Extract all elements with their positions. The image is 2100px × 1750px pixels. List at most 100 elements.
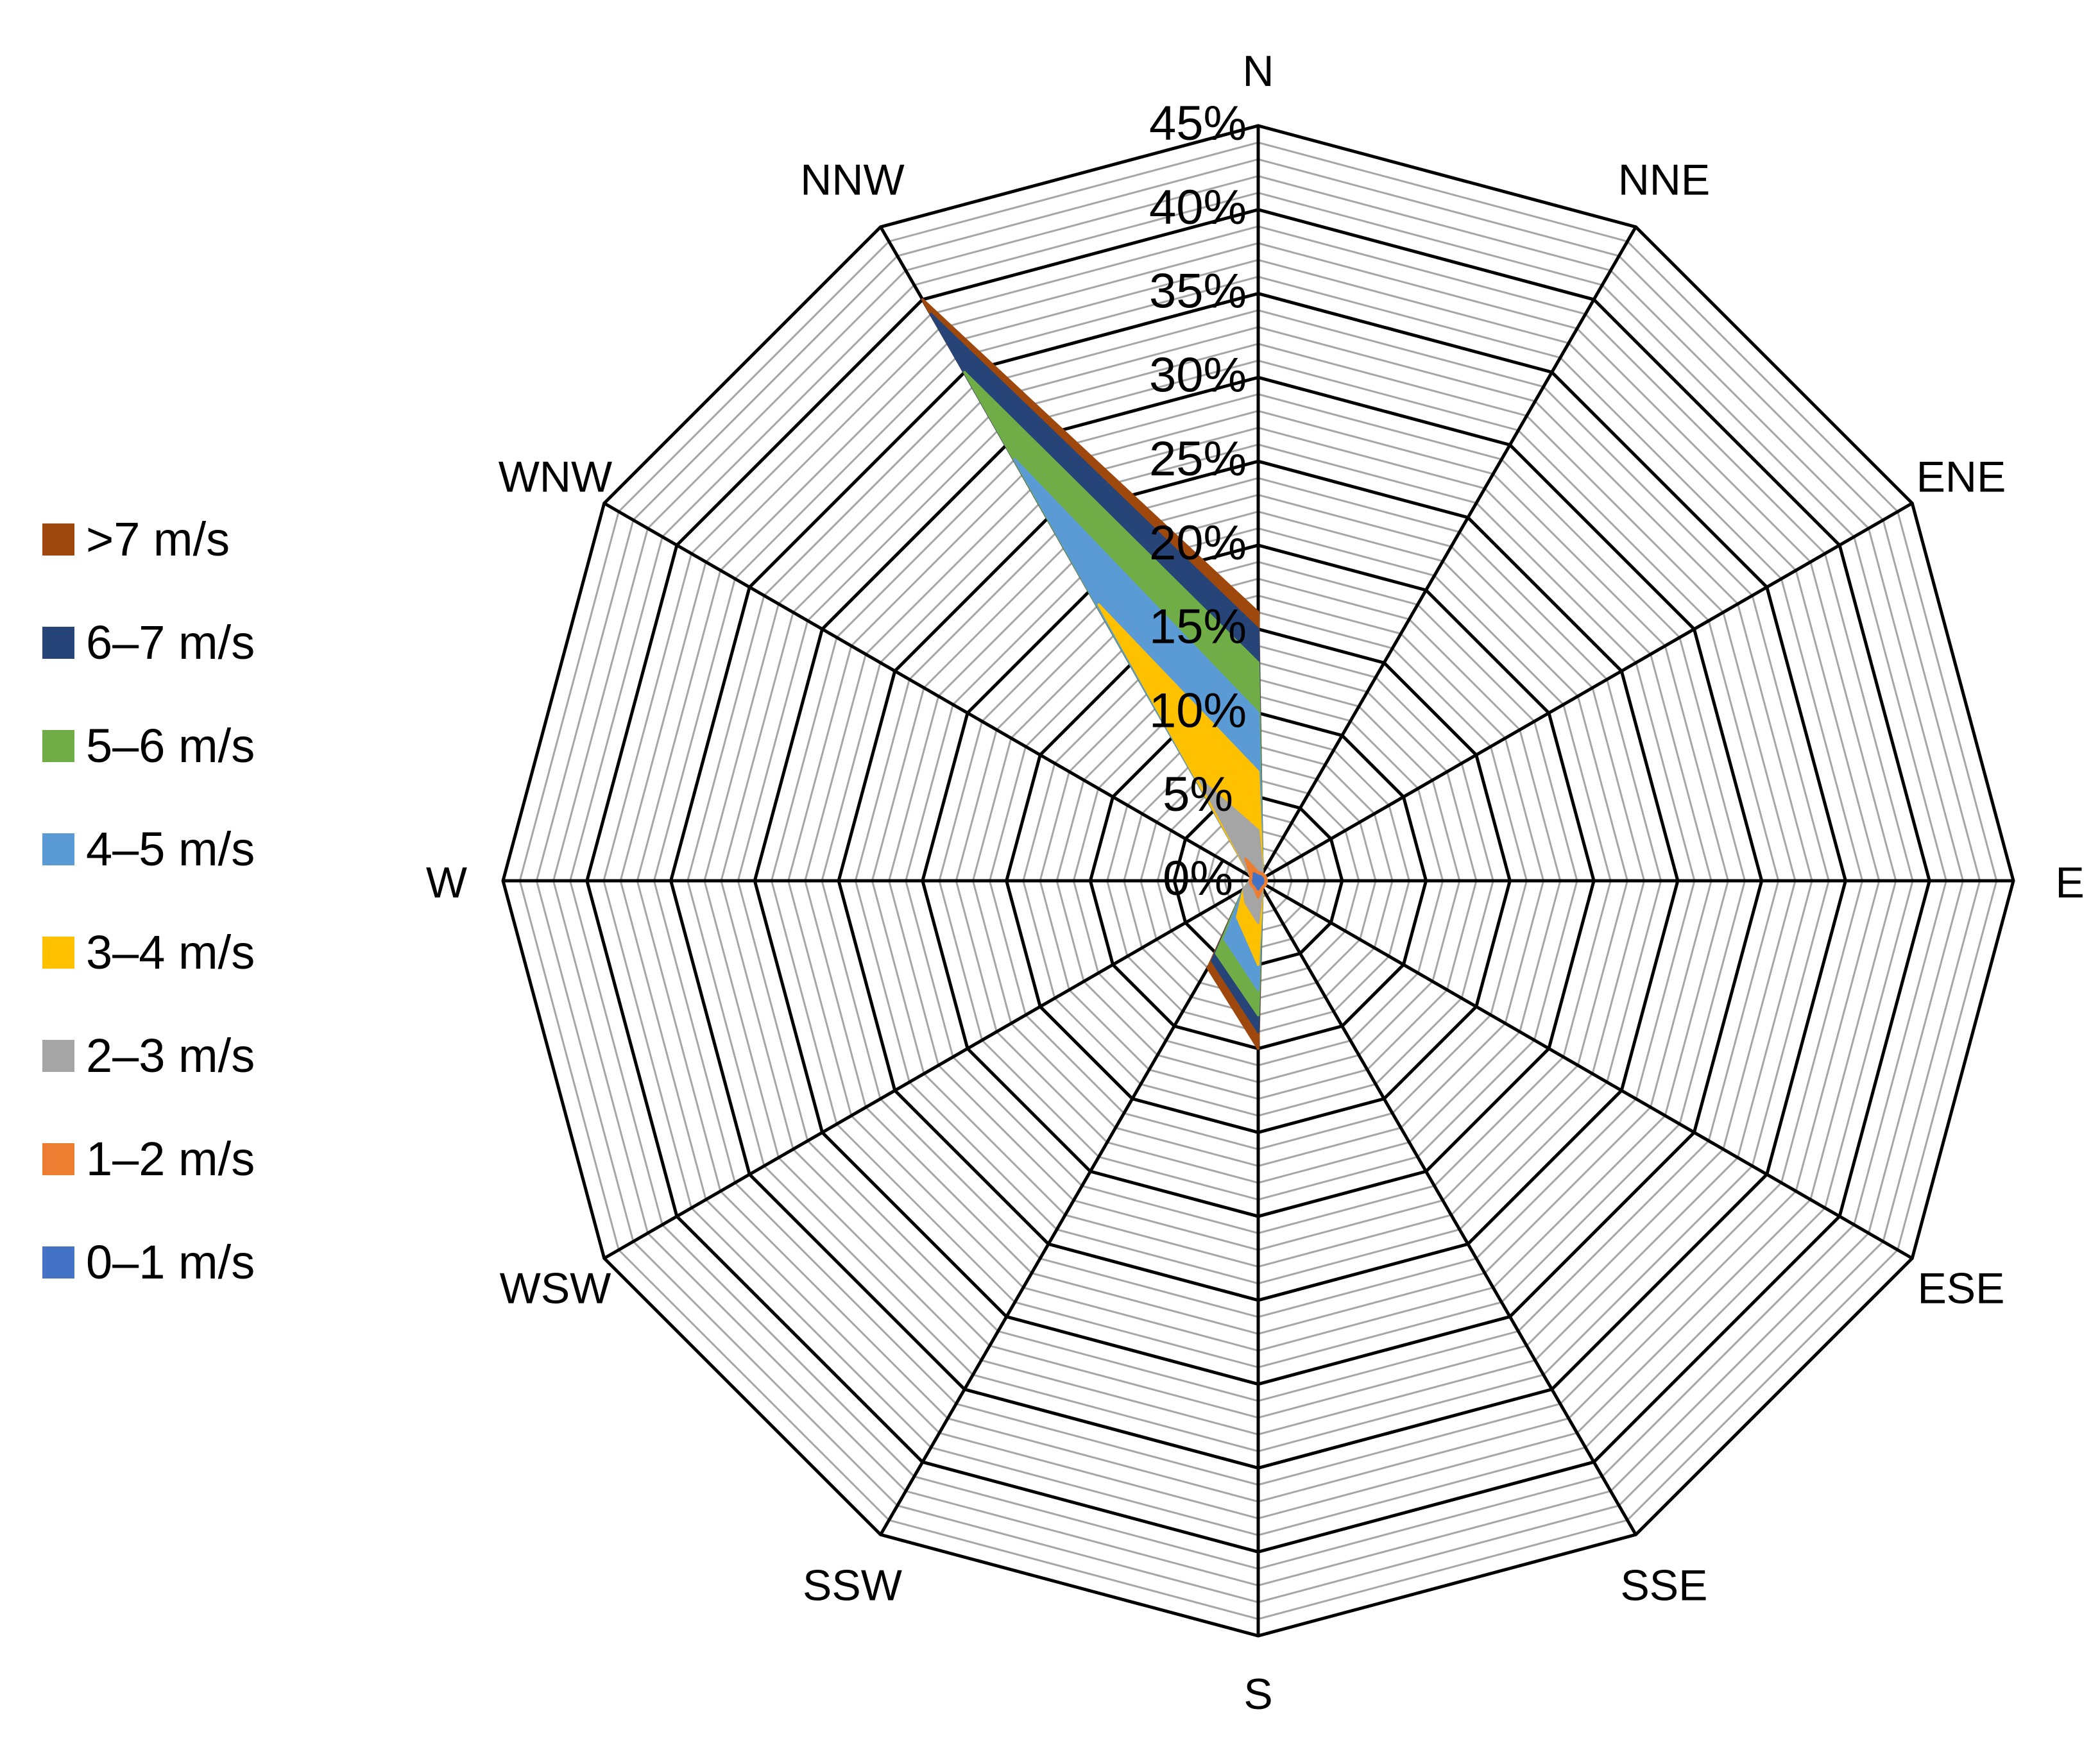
data-point [1249,883,1252,887]
data-point [1265,879,1268,882]
data-point [1257,874,1259,878]
spoke-ene [1257,502,1913,883]
spoke-ese [1257,879,1913,1260]
data-point [1252,872,1256,875]
tick-label: 35% [1149,264,1247,319]
data-point [1264,875,1267,878]
direction-label-n: N [1242,47,1274,96]
data-point [1252,881,1256,885]
series-7 [1252,872,1265,891]
data-point [1257,989,1259,991]
direction-label-wsw: WSW [500,1264,611,1313]
data-point [1215,952,1218,955]
direction-labels: N NNE ENE E ESE SSE S SSW WSW W WNW NNW [426,47,2085,1719]
data-point [1257,888,1259,891]
data-point [1206,966,1209,969]
legend-label: 2–3 m/s [86,1028,255,1082]
legend-item: 6–7 m/s [42,591,255,694]
legend-item: 3–4 m/s [42,901,255,1004]
direction-label-ssw: SSW [803,1561,902,1610]
data-point [1244,858,1247,860]
data-point [1198,777,1201,781]
data-point [1257,711,1259,715]
legend: >7 m/s 6–7 m/s 5–6 m/s 4–5 m/s 3–4 m/s 2–3 m/… [42,488,255,1314]
radial-tick-labels: 0% 5% 10% 15% 20% 25% 30% 35% 40% 45% [1149,96,1247,906]
data-point [1257,1047,1259,1050]
tick-label: 0% [1163,851,1233,906]
data-point [1252,877,1256,880]
legend-label: 3–4 m/s [86,925,255,979]
data-point [1257,611,1259,614]
data-point [1257,1014,1259,1017]
tick-label: 25% [1149,432,1247,486]
legend-swatch [42,833,74,865]
direction-label-sse: SSE [1620,1561,1707,1610]
spoke-sse [1256,879,1637,1536]
direction-label-nnw: NNW [800,156,904,205]
data-point [1261,881,1264,885]
data-point [921,298,924,301]
tick-label: 20% [1149,516,1247,570]
legend-label: >7 m/s [86,512,230,566]
data-point [1252,879,1255,882]
data-point [1257,963,1259,966]
data-point [1236,915,1239,919]
data-point [1257,829,1259,832]
data-point [1257,627,1259,631]
tick-label: 30% [1149,348,1247,402]
legend-swatch [42,936,74,969]
spoke-ssw [879,879,1260,1536]
data-point [930,312,932,316]
data-point [1257,921,1259,924]
direction-label-wnw: WNW [499,453,612,502]
data-point [1211,959,1214,962]
data-point [1257,661,1259,664]
direction-label-nne: NNE [1618,156,1711,205]
tick-label: 10% [1149,683,1247,738]
data-point [1261,872,1264,875]
spoke-wsw [603,879,1259,1260]
data-point [1097,603,1100,606]
tick-label: 5% [1163,767,1233,822]
data-point [1252,887,1256,890]
data-point [1242,888,1245,891]
legend-swatch [42,1143,74,1175]
legend-swatch [42,523,74,556]
legend-swatch [42,729,74,762]
spoke-nne [1256,226,1637,882]
data-point [1013,458,1016,461]
legend-item: 1–2 m/s [42,1107,255,1211]
data-point [1259,875,1262,878]
direction-label-ene: ENE [1916,453,2006,502]
direction-label-s: S [1243,1670,1272,1719]
legend-label: 0–1 m/s [86,1235,255,1289]
data-point [1261,877,1264,880]
legend-item: 4–5 m/s [42,797,255,901]
data-point [1257,770,1259,773]
data-point [1248,879,1251,882]
legend-swatch [42,626,74,659]
legend-item: >7 m/s [42,488,255,591]
data-point [1257,871,1259,874]
legend-swatch [42,1039,74,1072]
direction-label-e: E [2055,858,2084,907]
legend-label: 5–6 m/s [86,718,255,772]
tick-label: 15% [1149,600,1247,654]
data-point [1257,1030,1259,1033]
data-point [963,371,966,374]
data-point [1261,879,1265,882]
tick-label: 40% [1149,180,1247,235]
legend-label: 4–5 m/s [86,822,255,876]
direction-label-ese: ESE [1917,1264,2004,1313]
legend-item: 2–3 m/s [42,1004,255,1107]
series-layer [921,298,1268,1050]
spoke-wnw [603,502,1259,883]
data-point [1261,887,1264,890]
data-point [1257,896,1259,899]
legend-swatch [42,1246,74,1279]
legend-item: 0–1 m/s [42,1211,255,1314]
data-point [1249,875,1252,878]
data-point [1254,883,1258,887]
data-point [1244,901,1247,904]
data-point [1264,883,1267,887]
